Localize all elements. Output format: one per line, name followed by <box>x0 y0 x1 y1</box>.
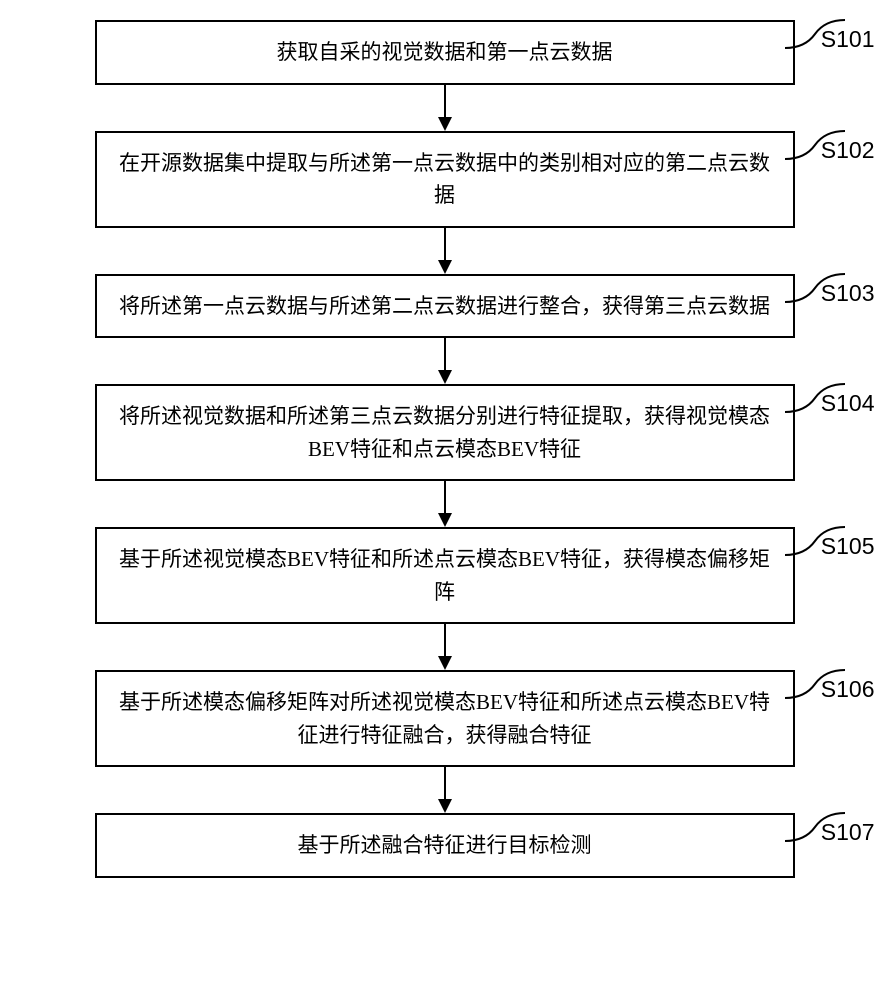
arrow <box>15 767 875 813</box>
arrow <box>15 338 875 384</box>
arrow <box>15 624 875 670</box>
step-text: 基于所述模态偏移矩阵对所述视觉模态BEV特征和所述点云模态BEV特征进行特征融合… <box>119 690 770 747</box>
step-box-s103: 将所述第一点云数据与所述第二点云数据进行整合，获得第三点云数据 <box>95 274 795 339</box>
step-box-s101: 获取自采的视觉数据和第一点云数据 <box>95 20 795 85</box>
flowchart-container: 获取自采的视觉数据和第一点云数据 S101 在开源数据集中提取与所述第一点云数据… <box>15 20 875 878</box>
step-row: 将所述视觉数据和所述第三点云数据分别进行特征提取，获得视觉模态BEV特征和点云模… <box>15 384 875 481</box>
arrow <box>15 228 875 274</box>
arrow-svg <box>433 338 457 384</box>
step-row: 将所述第一点云数据与所述第二点云数据进行整合，获得第三点云数据 S103 <box>15 274 875 339</box>
arrow-svg <box>433 767 457 813</box>
step-box-s106: 基于所述模态偏移矩阵对所述视觉模态BEV特征和所述点云模态BEV特征进行特征融合… <box>95 670 795 767</box>
step-label-s105: S105 <box>821 533 875 560</box>
step-box-s104: 将所述视觉数据和所述第三点云数据分别进行特征提取，获得视觉模态BEV特征和点云模… <box>95 384 795 481</box>
step-label-s101: S101 <box>821 26 875 53</box>
arrow-svg <box>433 85 457 131</box>
step-text: 基于所述融合特征进行目标检测 <box>298 833 592 857</box>
arrow-svg <box>433 481 457 527</box>
step-text: 将所述第一点云数据与所述第二点云数据进行整合，获得第三点云数据 <box>119 294 770 318</box>
step-box-s102: 在开源数据集中提取与所述第一点云数据中的类别相对应的第二点云数据 <box>95 131 795 228</box>
step-row: 在开源数据集中提取与所述第一点云数据中的类别相对应的第二点云数据 S102 <box>15 131 875 228</box>
step-row: 基于所述模态偏移矩阵对所述视觉模态BEV特征和所述点云模态BEV特征进行特征融合… <box>15 670 875 767</box>
arrow-svg <box>433 228 457 274</box>
step-label-s106: S106 <box>821 676 875 703</box>
arrow-svg <box>433 624 457 670</box>
step-text: 基于所述视觉模态BEV特征和所述点云模态BEV特征，获得模态偏移矩阵 <box>119 547 770 604</box>
arrow <box>15 481 875 527</box>
step-row: 基于所述视觉模态BEV特征和所述点云模态BEV特征，获得模态偏移矩阵 S105 <box>15 527 875 624</box>
step-text: 获取自采的视觉数据和第一点云数据 <box>277 40 613 64</box>
step-box-s105: 基于所述视觉模态BEV特征和所述点云模态BEV特征，获得模态偏移矩阵 <box>95 527 795 624</box>
step-row: 基于所述融合特征进行目标检测 S107 <box>15 813 875 878</box>
step-label-s103: S103 <box>821 280 875 307</box>
step-text: 在开源数据集中提取与所述第一点云数据中的类别相对应的第二点云数据 <box>119 151 770 208</box>
step-label-s107: S107 <box>821 819 875 846</box>
step-row: 获取自采的视觉数据和第一点云数据 S101 <box>15 20 875 85</box>
step-label-s102: S102 <box>821 137 875 164</box>
step-text: 将所述视觉数据和所述第三点云数据分别进行特征提取，获得视觉模态BEV特征和点云模… <box>119 404 770 461</box>
step-box-s107: 基于所述融合特征进行目标检测 <box>95 813 795 878</box>
arrow <box>15 85 875 131</box>
step-label-s104: S104 <box>821 390 875 417</box>
